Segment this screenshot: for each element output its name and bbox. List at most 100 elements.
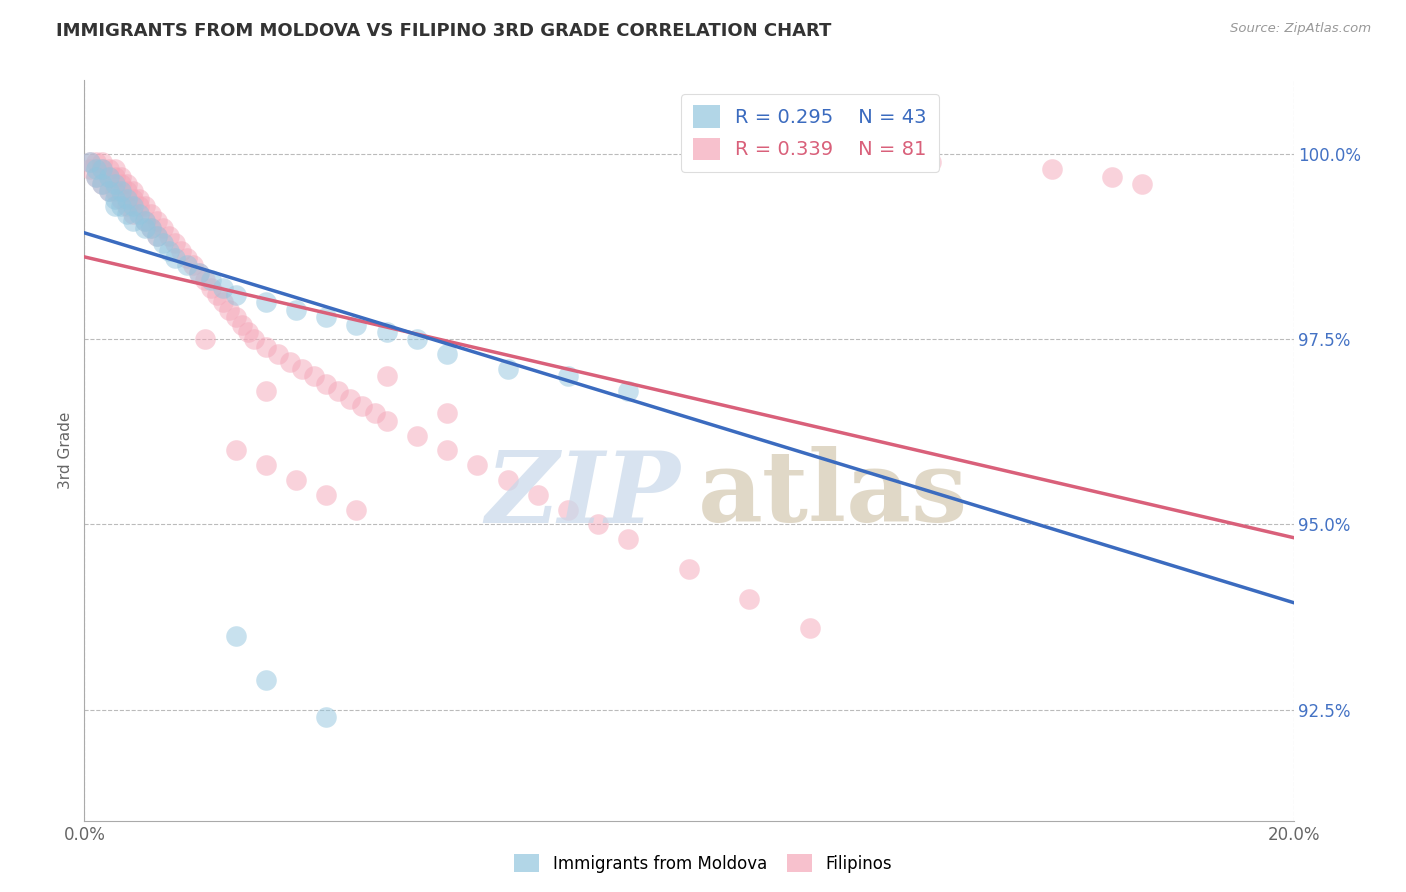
Point: [212, 295, 235, 310]
Point: [91, 154, 114, 169]
Point: [79, 154, 101, 169]
Point: [375, 325, 398, 339]
Point: [678, 562, 700, 576]
Point: [157, 228, 180, 243]
Point: [91, 162, 114, 177]
Point: [165, 236, 187, 251]
Point: [128, 192, 150, 206]
Point: [1040, 162, 1063, 177]
Point: [110, 184, 132, 198]
Point: [152, 221, 174, 235]
Point: [302, 369, 325, 384]
Point: [588, 517, 610, 532]
Text: atlas: atlas: [697, 446, 967, 543]
Point: [194, 273, 217, 287]
Point: [218, 302, 240, 317]
Point: [557, 502, 579, 516]
Point: [1130, 177, 1153, 191]
Point: [315, 710, 337, 724]
Point: [406, 332, 429, 346]
Point: [121, 192, 143, 206]
Point: [278, 354, 301, 368]
Point: [134, 221, 156, 235]
Point: [115, 177, 138, 191]
Point: [139, 221, 162, 235]
Point: [157, 244, 180, 258]
Point: [104, 177, 127, 191]
Point: [738, 591, 761, 606]
Point: [467, 458, 489, 473]
Legend: Immigrants from Moldova, Filipinos: Immigrants from Moldova, Filipinos: [508, 847, 898, 880]
Point: [291, 362, 314, 376]
Point: [139, 221, 162, 235]
Point: [86, 169, 108, 184]
Point: [236, 325, 259, 339]
Point: [527, 488, 550, 502]
Point: [352, 399, 374, 413]
Point: [104, 199, 127, 213]
Point: [346, 318, 368, 332]
Point: [315, 310, 337, 325]
Point: [134, 214, 156, 228]
Point: [328, 384, 350, 399]
Point: [436, 347, 458, 361]
Point: [146, 228, 169, 243]
Point: [181, 258, 204, 272]
Point: [97, 162, 120, 177]
Point: [110, 192, 132, 206]
Point: [436, 443, 458, 458]
Point: [86, 162, 108, 177]
Point: [254, 384, 277, 399]
Point: [920, 154, 942, 169]
Point: [285, 473, 308, 487]
Point: [97, 169, 120, 184]
Point: [242, 332, 264, 346]
Point: [375, 414, 398, 428]
Point: [91, 177, 114, 191]
Point: [188, 266, 211, 280]
Point: [121, 206, 143, 220]
Point: [496, 362, 519, 376]
Point: [170, 244, 193, 258]
Point: [799, 154, 821, 169]
Point: [207, 288, 229, 302]
Point: [315, 376, 337, 391]
Point: [134, 199, 156, 213]
Point: [104, 162, 127, 177]
Point: [86, 154, 108, 169]
Point: [152, 236, 174, 251]
Point: [436, 407, 458, 421]
Point: [496, 473, 519, 487]
Point: [97, 184, 120, 198]
Point: [799, 621, 821, 635]
Text: IMMIGRANTS FROM MOLDOVA VS FILIPINO 3RD GRADE CORRELATION CHART: IMMIGRANTS FROM MOLDOVA VS FILIPINO 3RD …: [56, 22, 831, 40]
Point: [110, 169, 132, 184]
Point: [79, 162, 101, 177]
Point: [267, 347, 290, 361]
Text: Source: ZipAtlas.com: Source: ZipAtlas.com: [1230, 22, 1371, 36]
Text: ZIP: ZIP: [485, 447, 681, 543]
Point: [194, 332, 217, 346]
Point: [79, 154, 101, 169]
Y-axis label: 3rd Grade: 3rd Grade: [58, 412, 73, 489]
Point: [104, 192, 127, 206]
Point: [254, 295, 277, 310]
Point: [363, 407, 385, 421]
Point: [121, 184, 143, 198]
Point: [176, 251, 198, 265]
Point: [146, 214, 169, 228]
Point: [146, 228, 169, 243]
Point: [104, 184, 127, 198]
Point: [128, 206, 150, 220]
Point: [315, 488, 337, 502]
Point: [115, 206, 138, 220]
Point: [110, 199, 132, 213]
Point: [200, 280, 222, 294]
Point: [1101, 169, 1123, 184]
Point: [165, 251, 187, 265]
Point: [128, 199, 150, 213]
Point: [139, 206, 162, 220]
Point: [104, 169, 127, 184]
Point: [339, 392, 361, 406]
Point: [406, 428, 429, 442]
